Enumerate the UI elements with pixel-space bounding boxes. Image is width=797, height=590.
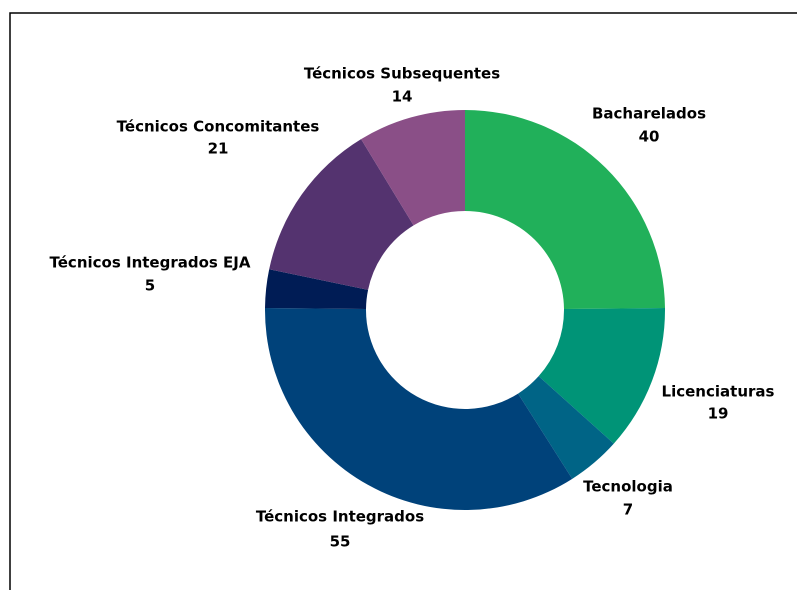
slice-label: Técnicos Integrados EJA xyxy=(50,254,251,272)
donut-slice xyxy=(265,308,573,510)
donut-slice xyxy=(465,110,665,310)
frame xyxy=(9,12,797,590)
slice-value: 55 xyxy=(330,533,351,551)
slice-value: 21 xyxy=(208,140,229,158)
donut-slice xyxy=(265,269,369,310)
slice-label: Técnicos Integrados xyxy=(256,508,424,526)
donut-slice xyxy=(269,139,414,290)
slice-label: Bacharelados xyxy=(592,105,706,123)
slice-value: 5 xyxy=(145,277,155,295)
slice-label: Licenciaturas xyxy=(662,383,775,401)
donut-slice xyxy=(538,308,665,444)
donut-slice xyxy=(361,110,465,226)
slice-value: 14 xyxy=(392,88,413,106)
slice-value: 7 xyxy=(623,501,633,519)
slice-label: Técnicos Concomitantes xyxy=(117,118,320,136)
slice-value: 40 xyxy=(639,128,660,146)
slice-label: Técnicos Subsequentes xyxy=(304,65,500,83)
slice-value: 19 xyxy=(708,405,729,423)
donut-slice xyxy=(518,376,614,479)
slice-label: Tecnologia xyxy=(583,478,673,496)
